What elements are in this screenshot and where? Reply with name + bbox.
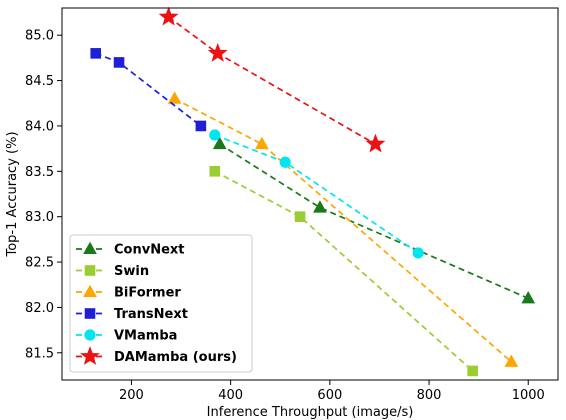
series-line	[214, 170, 474, 372]
y-tick-label: 83.5	[25, 165, 54, 180]
legend-label: Swin	[114, 264, 149, 279]
data-point	[209, 129, 221, 141]
data-point	[294, 211, 306, 222]
data-point	[90, 48, 102, 59]
y-tick-label: 82.5	[25, 256, 54, 271]
series-1	[209, 166, 478, 377]
y-tick-label: 84.5	[25, 74, 54, 89]
series-3	[90, 48, 207, 132]
data-point	[365, 133, 386, 153]
legend-item: ConvNext	[76, 241, 185, 258]
data-point	[195, 120, 207, 132]
data-point	[412, 247, 424, 259]
y-axis-label: Top-1 Accuracy (%)	[5, 131, 20, 257]
data-point	[209, 166, 221, 177]
x-axis-label: Inference Throughput (image/s)	[207, 405, 414, 420]
y-tick-label: 81.5	[25, 346, 54, 361]
y-tick-label: 85.0	[25, 29, 54, 44]
x-tick-label: 600	[317, 388, 342, 403]
legend-marker	[84, 308, 96, 319]
data-point	[167, 91, 182, 104]
legend-marker	[84, 329, 96, 341]
data-point	[158, 6, 179, 26]
legend-marker	[83, 284, 97, 297]
y-axis-ticks: 81.5 82.0 82.5 83.0 83.5 84.0 84.5 85.0	[25, 29, 62, 361]
data-point	[212, 136, 227, 150]
legend-item: BiFormer	[76, 284, 181, 301]
data-point	[313, 200, 327, 213]
legend-item: VMamba	[76, 329, 177, 344]
y-tick-label: 82.0	[25, 301, 54, 316]
x-tick-label: 400	[218, 388, 243, 403]
data-point	[504, 354, 519, 367]
y-tick-label: 83.0	[25, 210, 54, 225]
series-5	[158, 6, 386, 153]
legend-marker	[80, 346, 100, 365]
plot-frame	[61, 7, 559, 381]
data-point	[521, 291, 536, 304]
legend-marker	[83, 241, 97, 254]
data-point	[279, 156, 291, 168]
data-point	[113, 57, 125, 68]
y-tick-label: 84.0	[25, 119, 54, 134]
series-line	[219, 143, 529, 300]
series-0	[212, 136, 536, 304]
legend-label: VMamba	[114, 329, 177, 344]
legend-item: DAMamba (ours)	[76, 346, 237, 365]
x-tick-label: 200	[119, 388, 144, 403]
legend-label: TransNext	[114, 307, 188, 322]
series-layer	[90, 6, 536, 377]
data-point	[207, 42, 228, 62]
series-4	[209, 129, 424, 259]
legend: ConvNext Swin BiFormer TransNext VMamba DAMam…	[69, 234, 253, 373]
legend-item: TransNext	[76, 307, 188, 322]
series-2	[167, 91, 519, 367]
legend-box	[69, 234, 253, 373]
data-point	[467, 365, 478, 377]
x-tick-label: 800	[417, 388, 442, 403]
series-line	[95, 52, 202, 127]
legend-marker	[84, 265, 96, 276]
legend-label: DAMamba (ours)	[114, 350, 237, 365]
data-point	[255, 136, 269, 150]
legend-item: Swin	[76, 264, 149, 279]
legend-label: ConvNext	[114, 243, 185, 258]
legend-label: BiFormer	[114, 286, 181, 301]
series-line	[174, 97, 512, 363]
x-tick-label: 1000	[512, 388, 545, 403]
x-axis-ticks: 200 400 600 800 1000	[119, 380, 545, 403]
